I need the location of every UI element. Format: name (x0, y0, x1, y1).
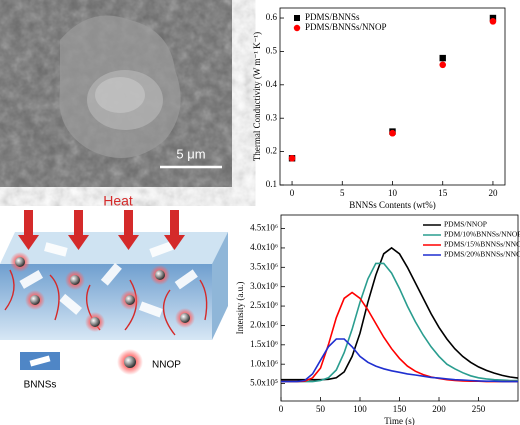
y-tick-label: 4.5x10⁶ (250, 223, 278, 233)
y-tick-label: 0.2 (266, 146, 277, 156)
y-axis-label: Thermal Conductivity (W m⁻¹ K⁻¹) (252, 32, 262, 161)
y-tick-label: 4.0x10⁶ (250, 242, 278, 252)
plot-frame (279, 7, 506, 186)
point (489, 18, 497, 25)
series-line (281, 262, 518, 383)
legend-label: PDM/10%BNNSs/NNOP (444, 230, 520, 239)
series-line (281, 338, 518, 383)
y-tick-label: 2.0x10⁶ (250, 320, 278, 330)
legend-label: BNNSs (24, 380, 57, 391)
x-tick-label: 0 (290, 188, 295, 198)
y-tick-label: 1.5x10⁶ (250, 339, 278, 349)
point (439, 54, 446, 62)
x-tick-label: 50 (316, 404, 326, 414)
y-tick-label: 3.0x10⁶ (250, 281, 278, 291)
y-tick-label: 0.6 (266, 12, 278, 22)
legend-label: NNOP (152, 360, 181, 371)
legend-label: PDMS/BNNSs/NNOP (305, 22, 387, 32)
point (288, 154, 296, 162)
legend-swatch (294, 15, 300, 21)
y-tick-label: 0.4 (266, 79, 278, 89)
series-line (281, 246, 519, 381)
x-axis-label: BNNSs Contents (wt%) (349, 200, 436, 210)
legend-label: PDMS/15%BNNSs/NNOP (444, 240, 520, 249)
x-tick-label: 150 (393, 404, 407, 414)
legend-label: PDMS/20%BNNSs/NNOP (444, 250, 520, 259)
heat-label: Heat (103, 193, 133, 209)
scale-bar-label: 5 μm (176, 146, 205, 161)
x-axis-label: Time (s) (384, 416, 414, 425)
x-tick-label: 100 (353, 404, 367, 414)
y-axis-label: Intensity (a.u.) (235, 282, 245, 335)
y-tick-label: 5.0x10⁵ (250, 378, 278, 388)
x-tick-label: 250 (472, 404, 486, 414)
y-tick-label: 1.0x10⁶ (250, 358, 278, 368)
schematic: Heat BNNSs NNOP (0, 193, 228, 391)
x-tick-label: 10 (388, 188, 398, 198)
point (389, 129, 396, 137)
legend-label: PDMS/NNOP (444, 220, 487, 229)
point (439, 61, 447, 69)
x-tick-label: 200 (432, 404, 446, 414)
y-tick-label: 0.3 (266, 112, 278, 122)
sem-image: 5 μm (0, 0, 232, 187)
legend-label: PDMS/BNNSs (305, 12, 360, 22)
x-tick-label: 20 (488, 188, 498, 198)
y-tick-label: 3.5x10⁶ (250, 261, 278, 271)
x-tick-label: 0 (279, 404, 284, 414)
x-tick-label: 5 (340, 188, 345, 198)
x-tick-label: 15 (438, 188, 448, 198)
legend-swatch (293, 24, 301, 32)
y-tick-label: 0.5 (266, 45, 278, 55)
spheres (10, 252, 195, 332)
y-tick-label: 2.5x10⁶ (250, 300, 278, 310)
point (489, 14, 497, 22)
y-tick-label: 0.1 (266, 179, 277, 189)
